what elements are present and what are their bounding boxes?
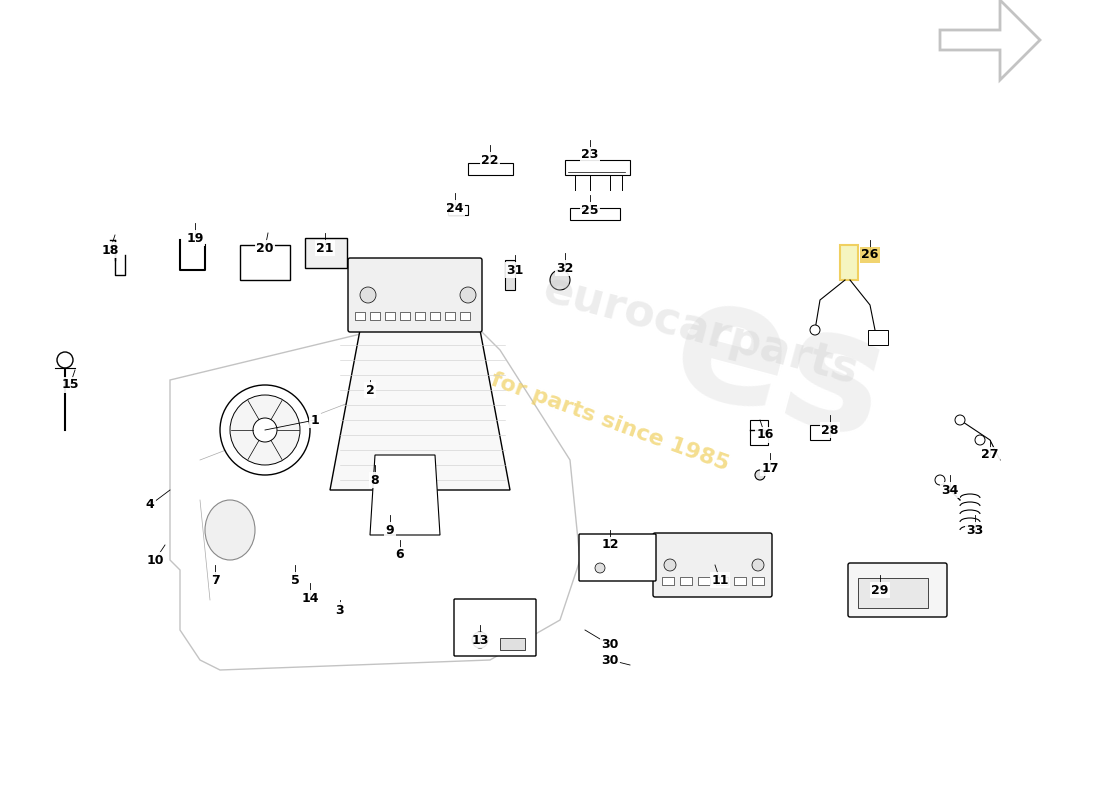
Text: 12: 12 <box>602 538 618 551</box>
Bar <box>448 205 468 215</box>
Bar <box>570 208 620 220</box>
Text: 3: 3 <box>336 603 344 617</box>
Text: 13: 13 <box>471 634 488 646</box>
Circle shape <box>955 415 965 425</box>
Circle shape <box>755 470 764 480</box>
Text: 19: 19 <box>186 231 204 245</box>
Polygon shape <box>330 330 510 490</box>
Bar <box>750 420 768 445</box>
Bar <box>415 312 425 320</box>
Circle shape <box>460 287 476 303</box>
Text: 24: 24 <box>447 202 464 214</box>
Text: 18: 18 <box>101 243 119 257</box>
Bar <box>505 260 515 290</box>
Bar <box>430 312 440 320</box>
Text: 6: 6 <box>396 549 405 562</box>
Text: 21: 21 <box>317 242 333 254</box>
Text: 14: 14 <box>301 591 319 605</box>
Bar <box>565 160 630 175</box>
Text: 2: 2 <box>365 383 374 397</box>
Text: 23: 23 <box>581 149 598 162</box>
Bar <box>662 577 674 585</box>
Bar <box>810 425 830 440</box>
Bar <box>858 578 928 608</box>
Circle shape <box>935 475 945 485</box>
Circle shape <box>472 632 488 648</box>
Circle shape <box>595 563 605 573</box>
Bar <box>240 245 290 280</box>
Text: 33: 33 <box>967 523 983 537</box>
Text: 11: 11 <box>712 574 728 586</box>
Circle shape <box>57 352 73 368</box>
Bar <box>868 330 888 345</box>
Text: 15: 15 <box>62 378 79 391</box>
Text: 26: 26 <box>861 249 879 262</box>
Bar <box>716 577 728 585</box>
FancyBboxPatch shape <box>579 534 656 581</box>
Text: es: es <box>657 264 903 476</box>
Polygon shape <box>940 0 1040 80</box>
Text: 25: 25 <box>581 203 598 217</box>
Bar <box>385 312 395 320</box>
Bar <box>840 245 858 280</box>
Text: 22: 22 <box>482 154 498 166</box>
Bar <box>734 577 746 585</box>
Circle shape <box>220 385 310 475</box>
Polygon shape <box>170 310 580 670</box>
Text: 4: 4 <box>145 498 154 511</box>
Circle shape <box>230 395 300 465</box>
Bar <box>752 577 764 585</box>
Bar <box>400 312 410 320</box>
FancyBboxPatch shape <box>348 258 482 332</box>
Text: 8: 8 <box>371 474 380 486</box>
Text: 10: 10 <box>146 554 164 566</box>
Text: 27: 27 <box>981 449 999 462</box>
Circle shape <box>752 559 764 571</box>
Bar <box>460 312 470 320</box>
Bar <box>680 577 692 585</box>
Bar <box>698 577 710 585</box>
Circle shape <box>810 325 820 335</box>
Text: a passion for parts since 1985: a passion for parts since 1985 <box>368 326 732 474</box>
Text: 20: 20 <box>256 242 274 254</box>
FancyBboxPatch shape <box>653 533 772 597</box>
Bar <box>305 238 346 268</box>
Text: 30: 30 <box>602 638 618 651</box>
Bar <box>468 163 513 175</box>
Text: 7: 7 <box>210 574 219 586</box>
Text: 28: 28 <box>822 423 838 437</box>
Ellipse shape <box>205 500 255 560</box>
Bar <box>355 312 365 320</box>
Bar <box>370 312 379 320</box>
Text: 5: 5 <box>290 574 299 586</box>
Polygon shape <box>370 455 440 535</box>
Text: 31: 31 <box>506 263 524 277</box>
Bar <box>500 638 525 650</box>
Text: 32: 32 <box>557 262 574 274</box>
Circle shape <box>550 270 570 290</box>
Circle shape <box>253 418 277 442</box>
Text: 30: 30 <box>602 654 618 666</box>
Text: 1: 1 <box>310 414 319 426</box>
Circle shape <box>975 435 984 445</box>
Bar <box>446 312 455 320</box>
Text: 16: 16 <box>757 429 773 442</box>
Circle shape <box>664 559 676 571</box>
Text: 17: 17 <box>761 462 779 474</box>
Text: 9: 9 <box>386 523 394 537</box>
FancyBboxPatch shape <box>848 563 947 617</box>
Circle shape <box>360 287 376 303</box>
Text: 34: 34 <box>942 483 959 497</box>
Text: 29: 29 <box>871 583 889 597</box>
FancyBboxPatch shape <box>454 599 536 656</box>
Text: eurocarparts: eurocarparts <box>538 267 862 393</box>
